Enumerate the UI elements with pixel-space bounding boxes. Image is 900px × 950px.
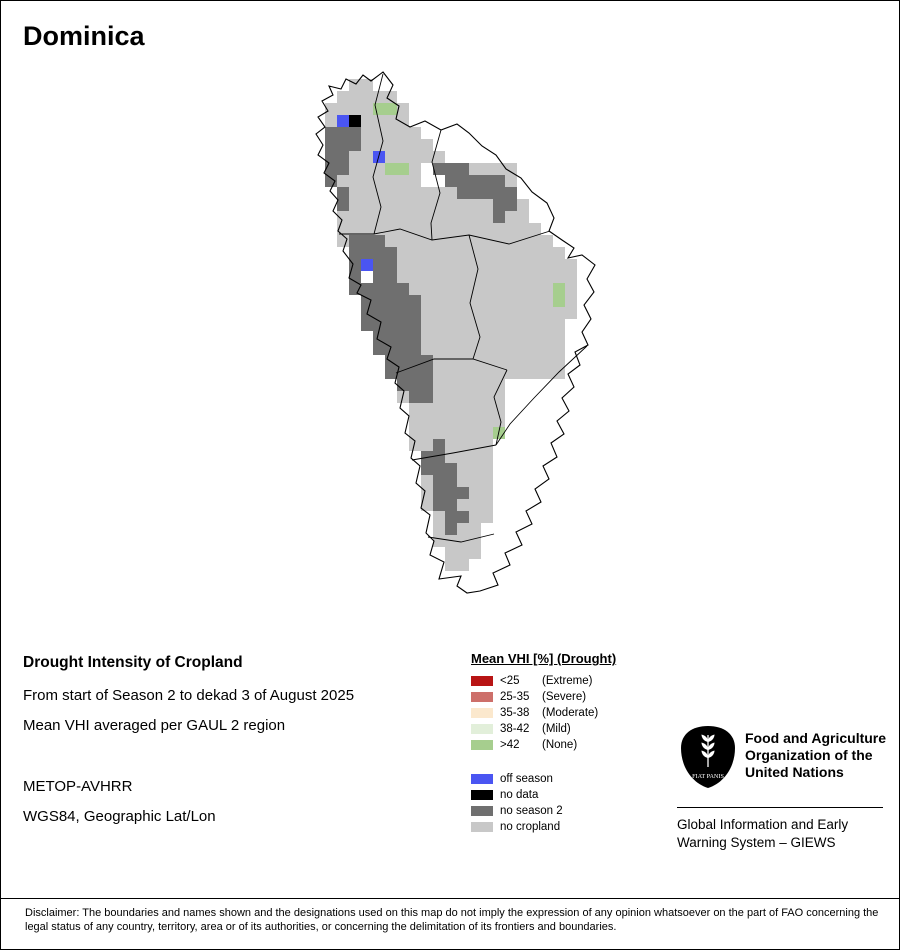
legend-label: no data [500,789,539,801]
admin-boundary [495,345,588,446]
footer-divider [677,807,883,808]
wheat-leaf [708,750,715,758]
legend-row: no cropland [471,819,681,835]
giews-label: Global Information and Early Warning Sys… [677,816,848,852]
legend-label: (Mild) [542,723,571,735]
page-title: Dominica [23,21,145,51]
legend-label: (Severe) [542,691,587,703]
legend-value: <25 [500,675,520,687]
admin-boundary [372,73,384,235]
map-projection-text: WGS84, Geographic Lat/Lon [23,808,216,825]
raster-cells [325,79,577,571]
org-name-line: Organization of the [745,747,873,763]
wheat-leaf [701,734,708,742]
map-period-text: From start of Season 2 to dekad 3 of Aug… [23,687,355,704]
legend-color-swatch [471,692,493,702]
disclaimer-divider [1,898,899,899]
legend-drought-classes: <25 (Extreme) 25-35 (Severe) 35-38 (Moderate)… [471,673,681,753]
legend-row: 35-38 (Moderate) [471,705,681,721]
legend-label: off season [500,773,553,785]
legend-color-swatch [471,774,493,784]
map-subject-heading: Drought Intensity of Cropland [23,654,243,671]
legend-color-swatch [471,740,493,750]
giews-line: Global Information and Early [677,817,849,832]
island-outline [315,71,596,594]
fao-motto: FIAT PANIS [692,773,724,780]
wheat-leaf [701,742,708,750]
legend-color-swatch [471,822,493,832]
admin-boundary [430,129,442,241]
wheat-leaf [701,750,708,758]
legend-extra-classes: off season no data no season 2 no cropland [471,771,681,835]
wheat-leaf [708,742,715,750]
legend-label: (Extreme) [542,675,593,687]
legend-value: 25-35 [500,691,530,703]
org-name-line: United Nations [745,764,844,780]
legend-color-swatch [471,724,493,734]
admin-boundary [468,234,481,360]
legend-row: off season [471,771,681,787]
giews-line: Warning System – GIEWS [677,835,836,850]
legend: Mean VHI [%] (Drought) <25 (Extreme) 25-35… [471,651,681,835]
legend-label: no cropland [500,821,561,833]
legend-row: <25 (Extreme) [471,673,681,689]
disclaimer-text: Disclaimer: The boundaries and names sho… [25,907,879,933]
org-name-line: Food and Agriculture [745,730,887,746]
admin-boundary [395,358,508,374]
legend-row: >42 (None) [471,737,681,753]
legend-value: 38-42 [500,723,530,735]
legend-value: 35-38 [500,707,530,719]
map-method-text: Mean VHI averaged per GAUL 2 region [23,717,286,734]
admin-boundary [411,444,497,461]
legend-color-swatch [471,676,493,686]
fao-logo: FIAT PANIS [681,726,735,788]
legend-row: 38-42 (Mild) [471,721,681,737]
legend-value: >42 [500,739,520,751]
legend-label: no season 2 [500,805,563,817]
legend-color-swatch [471,790,493,800]
legend-label: (Moderate) [542,707,599,719]
legend-color-swatch [471,806,493,816]
legend-row: no data [471,787,681,803]
legend-row: 25-35 (Severe) [471,689,681,705]
admin-boundary [493,369,508,446]
fao-org-name: Food and Agriculture Organization of the… [745,730,886,781]
legend-label: (None) [542,739,578,751]
legend-row: no season 2 [471,803,681,819]
wheat-leaf [708,734,715,742]
legend-color-swatch [471,708,493,718]
legend-title: Mean VHI [%] (Drought) [471,651,617,666]
map-sensor-text: METOP-AVHRR [23,778,133,795]
admin-boundary [339,228,551,245]
admin-boundary [427,533,495,543]
